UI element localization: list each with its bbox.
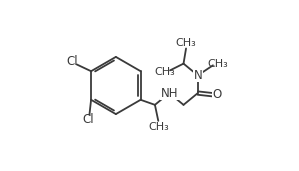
Text: Cl: Cl bbox=[66, 55, 78, 68]
Text: CH₃: CH₃ bbox=[149, 122, 170, 132]
Text: N: N bbox=[193, 69, 202, 82]
Text: CH₃: CH₃ bbox=[155, 67, 176, 77]
Text: CH₃: CH₃ bbox=[176, 38, 196, 48]
Text: NH: NH bbox=[161, 87, 178, 100]
Text: O: O bbox=[213, 88, 222, 101]
Text: CH₃: CH₃ bbox=[208, 59, 228, 69]
Text: Cl: Cl bbox=[82, 114, 94, 127]
